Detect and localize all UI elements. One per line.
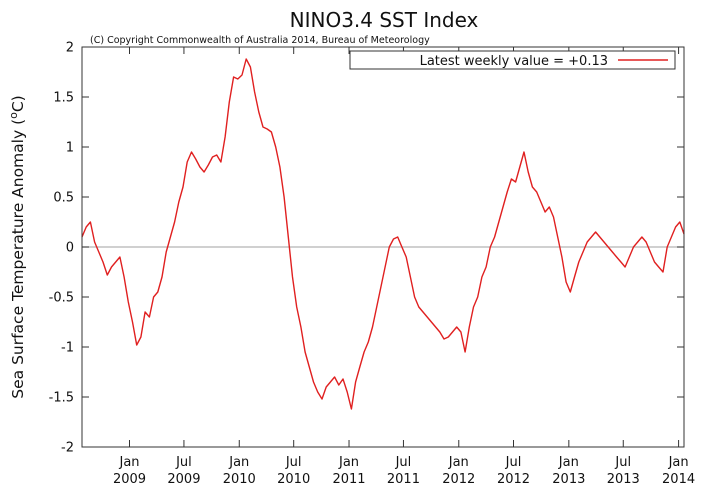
y-tick-label: 1.5 bbox=[53, 91, 74, 106]
x-tick-label-month: Jul bbox=[614, 455, 631, 470]
y-tick-label: 1 bbox=[66, 141, 74, 156]
sst-series-line bbox=[81, 58, 685, 410]
x-tick-label-month: Jan bbox=[118, 455, 139, 470]
y-axis-label-main: Sea Surface Temperature Anomaly ( bbox=[9, 119, 27, 399]
x-axis: Jan 2009 Jul 2009 Jan 2010 Jul 2010 Jan 2011 Jul 20… bbox=[113, 47, 695, 487]
x-tick-label-month: Jul bbox=[175, 455, 192, 470]
legend-box bbox=[349, 50, 676, 70]
x-tick-label-month: Jan bbox=[228, 455, 249, 470]
x-tick-label-month: Jan bbox=[668, 455, 689, 470]
y-tick-label: 0.5 bbox=[53, 191, 74, 206]
x-tick-label-year: 2013 bbox=[552, 472, 585, 487]
x-tick-label-year: 2012 bbox=[442, 472, 475, 487]
x-tick-label-month: Jul bbox=[285, 455, 302, 470]
y-tick-label: 2 bbox=[66, 41, 74, 56]
legend: Latest weekly value = +0.13 bbox=[349, 50, 676, 70]
y-tick-label: -2 bbox=[61, 441, 74, 456]
y-tick-label: -1 bbox=[61, 341, 74, 356]
y-axis-label: Sea Surface Temperature Anomaly (oC) bbox=[7, 95, 27, 398]
x-tick-label-year: 2014 bbox=[662, 472, 695, 487]
x-tick-label-year: 2009 bbox=[113, 472, 146, 487]
x-tick-label-year: 2009 bbox=[167, 472, 200, 487]
x-tick-label-month: Jan bbox=[448, 455, 469, 470]
x-tick-label-month: Jul bbox=[505, 455, 522, 470]
x-tick-label-month: Jan bbox=[338, 455, 359, 470]
chart-title: NINO3.4 SST Index bbox=[290, 8, 479, 32]
y-tick-label: -0.5 bbox=[49, 291, 74, 306]
x-tick-label-year: 2012 bbox=[497, 472, 530, 487]
x-tick-label-year: 2011 bbox=[387, 472, 420, 487]
legend-label: Latest weekly value = +0.13 bbox=[420, 54, 608, 69]
series-layer bbox=[81, 58, 685, 410]
y-tick-label: -1.5 bbox=[49, 391, 74, 406]
y-axis: 2 1.5 1 0.5 0 -0.5 -1 -1.5 -2 bbox=[49, 41, 684, 456]
x-tick-label-month: Jul bbox=[395, 455, 412, 470]
x-tick-label-year: 2011 bbox=[332, 472, 365, 487]
y-axis-label-unit: C) bbox=[9, 95, 27, 112]
chart-subtitle: (C) Copyright Commonwealth of Australia … bbox=[90, 35, 430, 46]
x-tick-label-year: 2010 bbox=[277, 472, 310, 487]
x-tick-label-month: Jan bbox=[558, 455, 579, 470]
y-axis-label-unit-sup: o bbox=[7, 112, 20, 119]
x-tick-label-year: 2013 bbox=[607, 472, 640, 487]
x-tick-label-year: 2010 bbox=[223, 472, 256, 487]
y-tick-label: 0 bbox=[66, 241, 74, 256]
